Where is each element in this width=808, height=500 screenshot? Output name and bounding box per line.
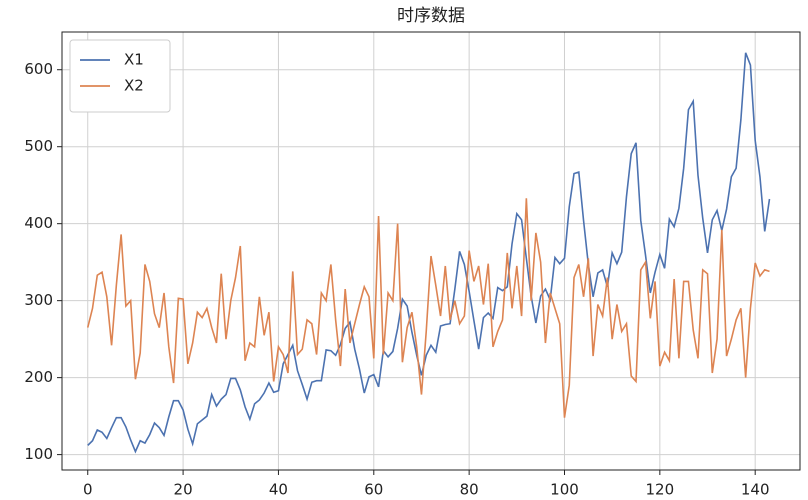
y-tick-label: 400 [24, 214, 53, 232]
y-tick-label: 200 [24, 368, 53, 386]
x-tick-label: 100 [550, 481, 579, 499]
x-tick-label: 120 [646, 481, 675, 499]
legend-label: X2 [124, 77, 144, 95]
x-tick-label: 60 [364, 481, 383, 499]
y-tick-label: 300 [24, 291, 53, 309]
legend-box [69, 39, 171, 113]
axes-frame [61, 31, 801, 471]
x-tick-label: 140 [741, 481, 770, 499]
legend-label: X1 [124, 51, 144, 69]
y-tick-label: 500 [24, 137, 53, 155]
y-tick-label: 600 [24, 60, 53, 78]
line-series [86, 198, 770, 418]
y-tick-label: 100 [24, 445, 53, 463]
chart-title: 时序数据 [397, 6, 465, 26]
x-tick-label: 80 [460, 481, 479, 499]
x-tick-label: 20 [174, 481, 193, 499]
x-tick-label: 0 [83, 481, 93, 499]
line-series [87, 52, 771, 454]
x-tick-label: 40 [269, 481, 288, 499]
